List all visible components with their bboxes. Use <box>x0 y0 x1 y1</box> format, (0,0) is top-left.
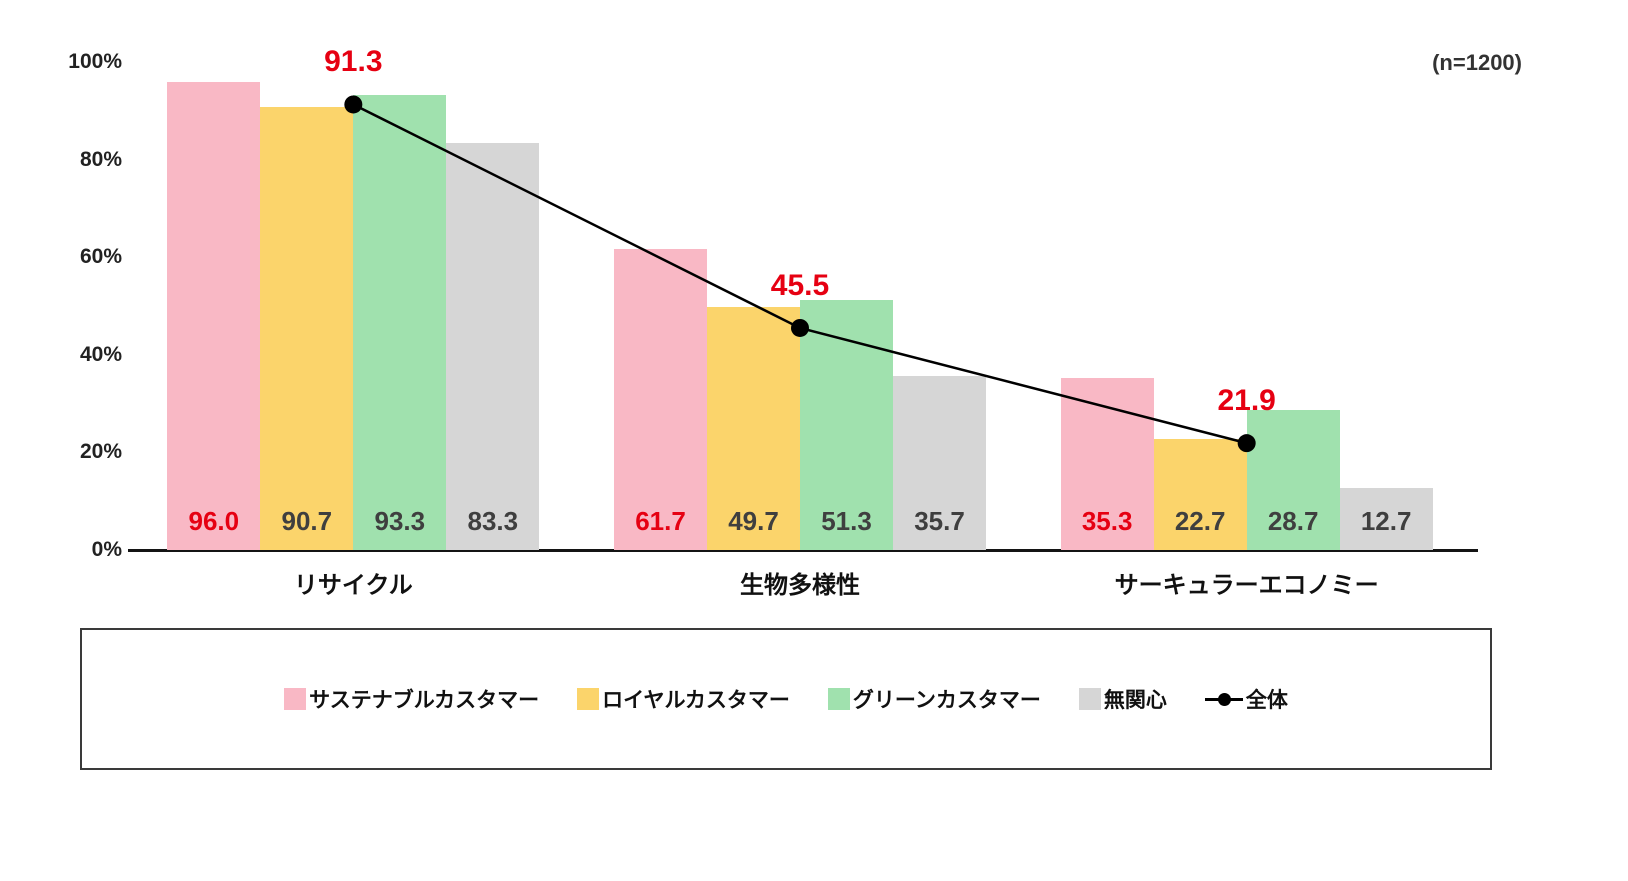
category-label: リサイクル <box>293 572 413 599</box>
y-tick-label: 100% <box>68 50 122 73</box>
bar-value-label: 83.3 <box>467 506 519 536</box>
legend-label: 全体 <box>1245 689 1288 712</box>
bar-value-label: 35.7 <box>914 506 965 536</box>
legend-label: グリーンカスタマー <box>852 689 1041 712</box>
legend-label: ロイヤルカスタマー <box>602 689 790 712</box>
line-value-label: 45.5 <box>770 268 830 302</box>
y-tick-label: 0% <box>91 538 122 561</box>
category-label: サーキュラーエコノミー <box>1114 572 1379 599</box>
legend-swatch-icon <box>827 688 850 710</box>
bar <box>260 107 354 550</box>
legend-label: 無関心 <box>1103 689 1167 712</box>
y-tick-label: 80% <box>79 147 122 171</box>
legend-swatch-icon <box>577 688 600 710</box>
line-marker-icon <box>1204 688 1243 710</box>
bar-value-label: 90.7 <box>281 506 333 536</box>
legend-item: ロイヤルカスタマー <box>577 684 790 714</box>
legend-label: サステナブルカスタマー <box>309 689 540 712</box>
x-axis-line <box>128 549 1478 552</box>
bar <box>1153 439 1247 550</box>
legend-row: サステナブルカスタマー ロイヤルカスタマー グリーンカスタマー 無関心 全体 <box>284 684 1288 714</box>
bar-value-label: 49.7 <box>728 506 779 536</box>
bar-value-label: 12.7 <box>1360 506 1412 536</box>
legend-swatch-icon <box>1078 688 1101 710</box>
bar-value-label: 22.7 <box>1174 506 1226 536</box>
bar-value-label: 28.7 <box>1267 506 1319 536</box>
bar <box>614 248 707 550</box>
y-tick-label: 20% <box>79 440 122 464</box>
bar <box>446 143 540 550</box>
line-marker-dot-icon <box>1217 693 1231 706</box>
bar-value-label: 35.3 <box>1081 506 1133 536</box>
bar <box>1339 488 1433 550</box>
bar-value-label: 93.3 <box>374 506 426 536</box>
bar <box>167 81 261 550</box>
legend-item: サステナブルカスタマー <box>284 684 539 714</box>
legend-swatch-icon <box>284 688 307 710</box>
line-value-label: 91.3 <box>324 45 383 79</box>
legend-item: 無関心 <box>1078 684 1167 714</box>
sample-size-annotation: (n=1200) <box>1432 50 1522 75</box>
bar <box>1246 409 1340 550</box>
bar-value-label: 96.0 <box>188 506 240 536</box>
bar-value-label: 51.3 <box>821 506 872 536</box>
y-tick-label: 60% <box>79 245 122 269</box>
legend: サステナブルカスタマー ロイヤルカスタマー グリーンカスタマー 無関心 全体 <box>80 628 1492 770</box>
y-tick-label: 40% <box>79 342 122 366</box>
legend-item: グリーンカスタマー <box>827 684 1041 714</box>
line-value-label: 21.9 <box>1217 384 1276 418</box>
category-label: 生物多様性 <box>740 572 860 599</box>
bar-value-label: 61.7 <box>635 506 686 536</box>
legend-item-line: 全体 <box>1204 684 1288 714</box>
bar <box>353 94 447 550</box>
